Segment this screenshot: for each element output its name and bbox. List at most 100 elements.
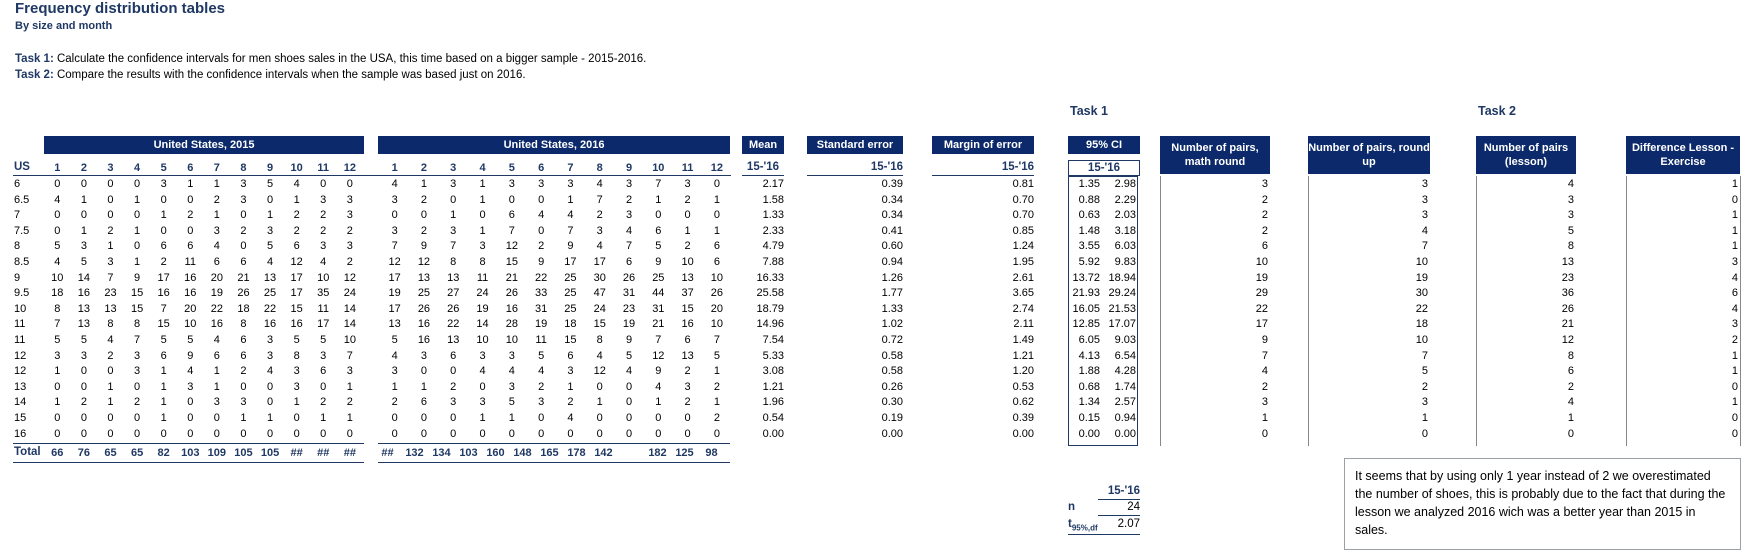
sales-2015-cell: 0 — [54, 224, 61, 237]
sales-2016-cell: 19 — [535, 318, 548, 331]
sales-2016-cell: 11 — [535, 334, 547, 346]
sales-2016-cell: 10 — [476, 334, 489, 346]
sales-2016-cell: 12 — [652, 349, 665, 362]
size-cell: 12 — [14, 365, 27, 378]
sales-2016-cell: 1 — [508, 412, 515, 424]
sales-2015-cell: 2 — [213, 193, 220, 206]
sales-2016-cell: 8 — [479, 256, 486, 268]
sales-2015-cell: 17 — [157, 271, 170, 284]
sales-2015-cell: 9 — [187, 349, 194, 362]
ci-high-cell: 2.03 — [1114, 209, 1136, 222]
month-header: 9 — [625, 162, 633, 174]
sales-2016-cell: 2 — [450, 380, 457, 393]
pairs-lesson-cell: 2 — [1567, 380, 1574, 393]
sales-2015-cell: 24 — [343, 287, 356, 300]
sales-2016-cell: 2 — [684, 240, 691, 253]
stats-t-label: t95%,df — [1068, 518, 1098, 533]
sales-2015-cell: 1 — [320, 412, 327, 424]
sales-2015-cell: 0 — [213, 412, 220, 424]
sales-2016-cell: 1 — [479, 193, 486, 206]
mean-cell: 1.21 — [762, 380, 784, 393]
pairs-up-cell: 5 — [1421, 365, 1428, 378]
moe-cell: 2.74 — [1012, 302, 1034, 315]
sales-2016-cell: 4 — [655, 380, 662, 393]
ci-low-cell: 21.93 — [1072, 287, 1100, 300]
sales-2015-cell: 0 — [134, 427, 141, 440]
sales-2015-cell: 5 — [80, 256, 87, 268]
ci-high-cell: 29.24 — [1108, 287, 1136, 300]
sales-2016-cells: 3 2 0 1 0 0 1 7 2 1 2 1 — [380, 193, 732, 207]
moe-cell: 0.39 — [1012, 412, 1034, 424]
sales-2015-cell: 1 — [266, 209, 274, 222]
sales-2016-cell: 22 — [535, 271, 548, 284]
sales-2015-cell: 7 — [134, 334, 141, 346]
sales-2016-cell: 6 — [713, 256, 720, 268]
totals-2016-row: ## 132 134 103 160 148 165 178 142 182 125 98 — [374, 446, 725, 460]
sales-2015-cell: 8 — [134, 318, 141, 331]
moe-period: 15-'16 — [1001, 161, 1034, 173]
ci-low-cell: 1.48 — [1078, 224, 1100, 237]
sales-2015-cell: 2 — [346, 396, 353, 409]
pairs-up-cell: 19 — [1415, 271, 1428, 284]
sales-2015-cell: 0 — [107, 178, 114, 190]
difference-cell: 6 — [1731, 287, 1738, 300]
sales-2015-cell: 0 — [134, 209, 141, 222]
sales-2016-cell: 0 — [625, 412, 633, 424]
sales-2015-cell: 2 — [320, 224, 327, 237]
ci-low-cell: 5.92 — [1078, 256, 1100, 268]
sales-2015-cell: 16 — [210, 318, 223, 331]
sales-2016-cell: 15 — [564, 334, 577, 346]
pairs-up-cell: 3 — [1421, 193, 1428, 206]
difference-cell: 1 — [1731, 224, 1738, 237]
sales-2016-cell: 17 — [593, 256, 606, 268]
totals-2016-topline — [378, 443, 730, 444]
sales-2016-cell: 2 — [420, 224, 427, 237]
ci-high-cell: 0.94 — [1114, 412, 1136, 424]
sales-2016-cell: 20 — [710, 302, 724, 315]
sales-2015-cell: 0 — [80, 427, 87, 440]
sales-2015-cell: 1 — [54, 365, 61, 378]
sales-2015-cell: 0 — [134, 178, 141, 190]
table-row: 7.5 0 1 2 1 0 0 3 2 3 2 2 2 3 2 3 1 7 0 7 3 4 6 1 1 2.33 0.41 0.85 1… — [0, 224, 1744, 239]
mean-cell: 1.58 — [762, 193, 784, 206]
mean-cell: 2.33 — [762, 224, 784, 237]
sales-2015-cell: 1 — [160, 396, 167, 409]
sales-2016-cell: 3 — [538, 178, 545, 190]
month-header: 1 — [54, 162, 61, 174]
sales-2016-cells: 4 1 3 1 3 3 3 4 3 7 3 0 — [380, 177, 732, 191]
sales-2015-cell: 4 — [54, 193, 61, 206]
pairs-up-cell: 18 — [1415, 318, 1428, 331]
pairs-lesson-cell: 1 — [1567, 412, 1574, 424]
difference-cell: 4 — [1731, 302, 1738, 315]
sales-2016-cell: 25 — [564, 302, 577, 315]
total-2016-cell: 142 — [594, 447, 613, 459]
sales-2016-cell: 0 — [713, 427, 720, 440]
sales-2016-cell: 3 — [391, 193, 398, 206]
sales-2016-cell: 0 — [625, 427, 633, 440]
difference-cell: 2 — [1731, 334, 1738, 346]
stats-t-underline — [1068, 534, 1140, 535]
ci-high-cell: 18.94 — [1108, 271, 1136, 284]
mean-period: 15-'16 — [746, 161, 780, 173]
pairs-up-cell: 4 — [1421, 224, 1428, 237]
sales-2015-cell: 5 — [320, 334, 327, 346]
month-header: 4 — [134, 162, 141, 174]
sales-2016-cell: 6 — [655, 224, 662, 237]
sales-2015-cell: 2 — [160, 256, 167, 268]
table-row: 13 0 0 1 0 1 3 1 0 0 3 0 1 1 1 2 0 3 2 1 0 0 4 3 2 1.21 0.26 0.53 0.… — [0, 380, 1744, 395]
sales-2015-cell: 13 — [263, 271, 277, 284]
sales-2016-cell: 6 — [684, 334, 691, 346]
total-2016-cell: 165 — [540, 447, 559, 459]
ci-high-cell: 6.03 — [1114, 240, 1136, 253]
sales-2015-cell: 3 — [320, 240, 327, 253]
se-cell: 0.72 — [881, 334, 903, 346]
se-cell: 0.94 — [881, 256, 903, 268]
total-label: Total — [14, 446, 41, 458]
sales-2016-cell: 4 — [596, 349, 603, 362]
total-2015-cell: 65 — [130, 447, 144, 459]
page-subtitle: By size and month — [15, 20, 113, 32]
pairs-lesson-cell: 26 — [1561, 302, 1574, 315]
mean-cell: 0.54 — [762, 412, 784, 424]
sales-2015-cell: 11 — [184, 256, 196, 268]
sales-2015-cell: 3 — [346, 193, 353, 206]
